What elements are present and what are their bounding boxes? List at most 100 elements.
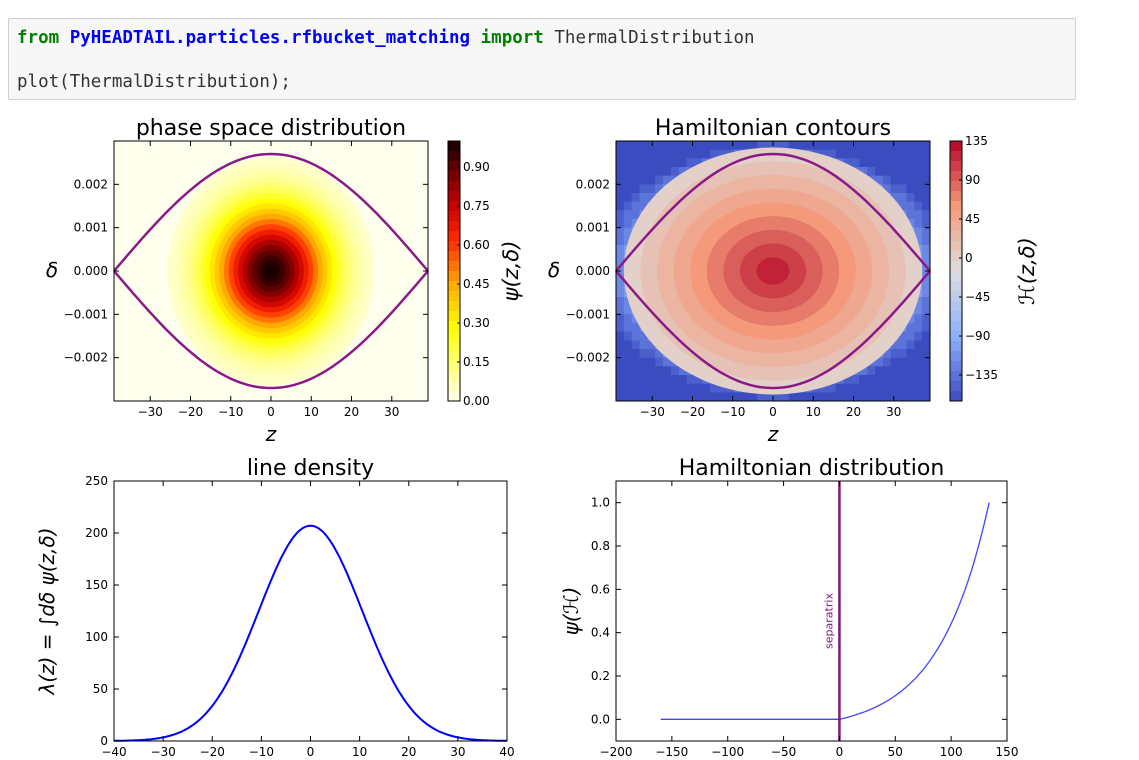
y-tick-label: 50 — [93, 682, 108, 696]
y-axis-label: λ(z) = ∫dδ ψ(z,δ) — [35, 527, 59, 695]
x-tick-label: −20 — [200, 745, 225, 759]
colorbar-step — [950, 151, 962, 162]
y-tick-label: 0.000 — [576, 264, 610, 278]
x-tick-label: 10 — [806, 405, 821, 419]
colorbar-step — [448, 251, 460, 262]
colorbar-tick-label: 0.60 — [463, 238, 490, 252]
x-tick-label: −10 — [249, 745, 274, 759]
y-tick-label: 0.002 — [74, 177, 108, 191]
x-tick-label: −30 — [138, 405, 163, 419]
colorbar-tick-label: 0 — [965, 251, 973, 265]
y-axis-label: ψ(ℋ) — [559, 587, 583, 636]
separatrix-lower — [113, 270, 429, 390]
colorbar-step — [950, 241, 962, 252]
colorbar-step — [448, 331, 460, 342]
colorbar-step — [950, 311, 962, 322]
colorbar-step — [448, 191, 460, 202]
colorbar-step — [950, 261, 962, 272]
heatmap-fill — [616, 141, 930, 401]
colorbar-step — [448, 171, 460, 182]
colorbar-tick-label: −90 — [965, 329, 990, 343]
colorbar-step — [950, 391, 962, 402]
colorbar-label: ψ(z,δ) — [499, 241, 523, 302]
colorbar-step — [448, 181, 460, 192]
colorbar-step — [950, 291, 962, 302]
x-tick-label: −20 — [680, 405, 705, 419]
chart-title: Hamiltonian contours — [655, 116, 891, 141]
code-cell[interactable]: from PyHEADTAIL.particles.rfbucket_match… — [8, 18, 1076, 100]
x-tick-label: 100 — [940, 745, 963, 759]
colorbar-tick-label: 0.30 — [463, 316, 490, 330]
x-tick-label: −200 — [600, 745, 633, 759]
x-tick-label: −10 — [218, 405, 243, 419]
colorbar-step — [950, 381, 962, 392]
colorbar-label: ℋ(z,δ) — [1015, 237, 1039, 305]
colorbar-step — [950, 301, 962, 312]
colorbar-step — [950, 181, 962, 192]
colorbar-tick-label: 0.75 — [463, 199, 490, 213]
colorbar-step — [448, 361, 460, 372]
x-tick-label: 30 — [450, 745, 465, 759]
colorbar: 0.00 0.15 0.30 0.45 0.60 0.75 0.90 ψ(z,δ) — [447, 140, 523, 408]
colorbar-step — [950, 171, 962, 182]
y-tick-label: 0 — [100, 734, 108, 748]
chart-phase-space: −30 −20 −10 0 10 20 30 −0.002 −0.001 0.000 0.001 0.… — [46, 116, 523, 446]
heatmap-fill — [114, 141, 428, 401]
colorbar-step — [448, 281, 460, 292]
colorbar: 135 90 45 0 −45 −90 −135 ℋ(z,δ) — [949, 134, 1039, 402]
separatrix-upper — [113, 152, 429, 272]
y-tick-label: 100 — [85, 630, 108, 644]
x-tick-label: −100 — [711, 745, 744, 759]
colorbar-step — [448, 391, 460, 402]
colorbar-step — [448, 291, 460, 302]
x-tick-label: −10 — [720, 405, 745, 419]
colorbar-step — [950, 161, 962, 172]
colorbar-tick-label: −135 — [965, 368, 998, 382]
y-tick-label: 0.4 — [591, 626, 610, 640]
colorbar-step — [950, 371, 962, 382]
x-tick-label: 20 — [846, 405, 861, 419]
y-tick-label: 0.001 — [74, 221, 108, 235]
colorbar-tick-label: 0.90 — [463, 160, 490, 174]
colorbar-tick-label: 0.15 — [463, 355, 490, 369]
colorbar-step — [950, 281, 962, 292]
colorbar-step — [448, 371, 460, 382]
x-axis-label: z — [265, 422, 277, 446]
chart-title: Hamiltonian distribution — [679, 456, 945, 481]
x-axis-label: z — [767, 422, 779, 446]
colorbar-step — [448, 261, 460, 272]
colorbar-frame — [949, 140, 963, 402]
colorbar-step — [448, 241, 460, 252]
colorbar-step — [448, 381, 460, 392]
y-tick-label: −0.001 — [64, 307, 108, 321]
y-tick-label: −0.001 — [566, 307, 610, 321]
x-tick-label: 10 — [352, 745, 367, 759]
x-tick-label: 150 — [996, 745, 1019, 759]
separatrix-lower — [615, 270, 931, 390]
y-tick-label: −0.002 — [566, 351, 610, 365]
colorbar-step — [950, 221, 962, 232]
y-tick-label: 0.8 — [591, 539, 610, 553]
colorbar-step — [950, 271, 962, 282]
colorbar-step — [448, 231, 460, 242]
colorbar-step — [448, 201, 460, 212]
colorbar-step — [950, 321, 962, 332]
x-tick-label: −30 — [150, 745, 175, 759]
x-tick-label: 20 — [344, 405, 359, 419]
y-tick-label: −0.002 — [64, 351, 108, 365]
chart-title: phase space distribution — [136, 116, 406, 141]
chart-hamiltonian: −30 −20 −10 0 10 20 30 −0.002 −0.001 0.000 0.001 0.… — [548, 116, 1039, 446]
y-tick-label: 0.0 — [591, 712, 610, 726]
colorbar-step — [448, 271, 460, 282]
x-tick-label: −50 — [771, 745, 796, 759]
colorbar-step — [448, 221, 460, 232]
separatrix-label: separatrix — [822, 593, 835, 649]
x-tick-label: 0 — [836, 745, 844, 759]
x-tick-label: 0 — [769, 405, 777, 419]
code-line-plot: plot(ThermalDistribution); — [17, 72, 291, 92]
colorbar-step — [448, 311, 460, 322]
colorbar-frame — [447, 140, 461, 402]
x-tick-label: 0 — [267, 405, 275, 419]
import-name: ThermalDistribution — [554, 28, 755, 48]
y-tick-label: 0.2 — [591, 669, 610, 683]
